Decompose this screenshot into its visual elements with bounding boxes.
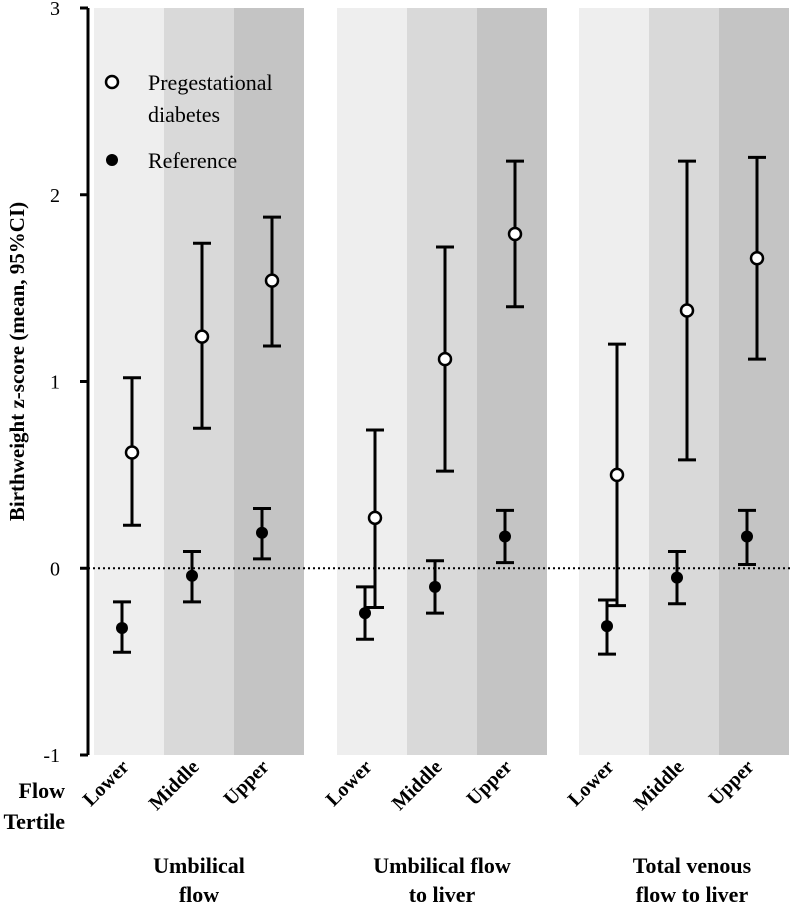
point-s0-g1-middle <box>437 351 453 367</box>
tertile-bands <box>94 8 789 755</box>
band-2-middle <box>649 8 719 755</box>
point-s1-g2-upper <box>741 530 753 543</box>
y-axis-label: Birthweight z-score (mean, 95%CI) <box>5 202 29 521</box>
x-axis-title-1: Tertile <box>4 809 66 834</box>
x-axis-title-0: Flow <box>19 778 66 803</box>
group-label-1-1: to liver <box>409 882 476 907</box>
group-label-1-0: Umbilical flow <box>373 853 511 878</box>
point-s0-g0-upper <box>264 273 280 288</box>
y-axis: -1 0 1 2 3 Birthweight z-score (mean, 95%CI) <box>5 0 90 767</box>
band-1-middle <box>407 8 477 755</box>
tertile-label-1-lower: Lower <box>322 756 377 811</box>
tertile-label-0-lower: Lower <box>79 756 134 811</box>
group-label-2-1: flow to liver <box>636 882 749 907</box>
band-1-lower <box>337 8 407 755</box>
tertile-label-1-upper: Upper <box>462 756 516 810</box>
point-s1-g2-lower <box>601 620 613 633</box>
point-s0-g2-middle <box>679 303 695 318</box>
band-2-upper <box>719 8 789 755</box>
band-2-lower <box>579 8 649 755</box>
y-tick-label-3: 3 <box>50 0 60 20</box>
tertile-label-1-middle: Middle <box>388 756 447 815</box>
tertile-label-2-lower: Lower <box>564 756 619 811</box>
band-0-lower <box>94 8 164 755</box>
point-s1-g2-middle <box>671 571 683 584</box>
y-tick-label-0: 0 <box>50 558 60 580</box>
point-s0-g1-upper <box>507 226 523 242</box>
point-s0-g0-lower <box>124 445 140 460</box>
y-tick-label-2: 2 <box>50 185 60 207</box>
y-tick-label-1: 1 <box>50 372 60 394</box>
point-s1-g1-upper <box>499 530 511 543</box>
point-s0-g0-middle <box>194 329 210 344</box>
tertile-label-2-middle: Middle <box>630 756 689 815</box>
point-s0-g2-upper <box>749 250 765 266</box>
point-s0-g2-lower <box>609 467 625 483</box>
legend-label-0-0: Pregestational <box>148 70 273 95</box>
group-label-0-1: flow <box>179 882 219 907</box>
tertile-label-2-upper: Upper <box>704 756 758 810</box>
legend: Pregestational diabetes Reference <box>104 70 273 173</box>
legend-label-1-0: Reference <box>148 148 237 173</box>
legend-marker-1 <box>106 154 118 166</box>
point-s1-g1-lower <box>359 607 371 620</box>
point-s1-g0-upper <box>256 526 268 539</box>
point-s1-g0-lower <box>116 622 128 635</box>
band-0-middle <box>164 8 234 755</box>
point-s0-g1-lower <box>367 510 383 526</box>
data-marks <box>113 155 766 656</box>
tertile-label-0-upper: Upper <box>219 756 273 810</box>
band-0-upper <box>234 8 304 755</box>
band-1-upper <box>477 8 547 755</box>
group-label-2-0: Total venous <box>633 853 752 878</box>
group-label-0-0: Umbilical <box>153 853 245 878</box>
point-s1-g0-middle <box>186 569 198 582</box>
legend-label-0-1: diabetes <box>148 102 220 127</box>
legend-marker-0 <box>104 74 120 90</box>
point-s1-g1-middle <box>429 580 441 593</box>
y-tick-label--1: -1 <box>43 745 60 767</box>
tertile-label-0-middle: Middle <box>145 756 204 815</box>
